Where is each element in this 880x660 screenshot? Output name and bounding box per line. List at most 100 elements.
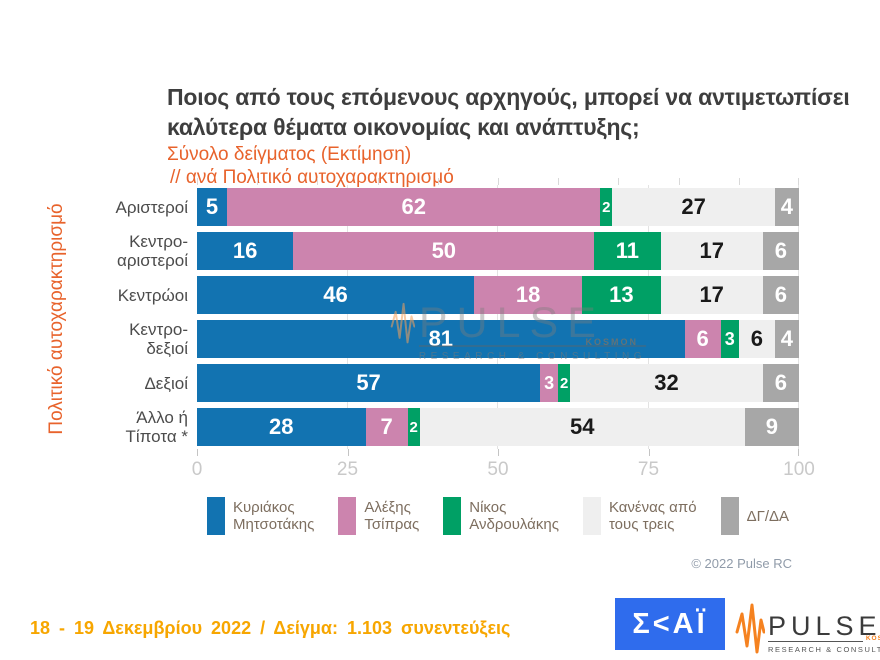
pulse-logo-text-block: PULSE KOSMON RESEARCH & CONSULTING — [768, 612, 880, 654]
bar-segment-value: 17 — [699, 238, 724, 263]
gridline — [346, 185, 348, 449]
bar-segment: 6 — [762, 276, 799, 314]
bar-segment-value: 50 — [431, 238, 457, 263]
stacked-bar-plot: 0 25 50 75 100 5 62 2 27 4 16 50 11 17 6 46 18 13 17 6 81 6 3 6… — [192, 178, 815, 480]
x-axis-tick — [347, 449, 349, 456]
bar-segment-value: 6 — [774, 238, 788, 263]
x-axis-minor-tick — [738, 178, 740, 185]
bar-segment-value: 6 — [750, 326, 763, 351]
bar-segment-value: 4 — [780, 326, 794, 351]
bar-segment-value: 54 — [570, 414, 595, 439]
bar-segment: 46 — [197, 276, 474, 314]
bar-segment-value: 13 — [609, 282, 634, 307]
x-axis-minor-tick — [558, 178, 560, 185]
legend-swatch — [443, 497, 462, 535]
bar-row: 28 7 2 54 9 — [197, 408, 799, 446]
bar-segment: 2 — [558, 364, 571, 402]
skai-logo-text: Σ<ΑΪ — [632, 607, 708, 640]
pulse-logo: PULSE KOSMON RESEARCH & CONSULTING — [735, 596, 880, 654]
x-axis-minor-tick — [618, 178, 620, 185]
bar-segment: 57 — [197, 364, 541, 402]
x-axis-tick-label: 0 — [191, 459, 203, 480]
legend-swatch — [206, 497, 225, 535]
bar-segment-value: 7 — [380, 414, 393, 439]
bar-segment-value: 3 — [544, 372, 555, 393]
x-axis-tick-label: 50 — [487, 459, 509, 480]
pulse-logo-subtitle: RESEARCH & CONSULTING — [768, 645, 880, 654]
legend-item: ΔΓ/ΔΑ — [720, 497, 790, 535]
bar-segment: 6 — [738, 320, 775, 358]
chart-title-line: Ποιος από τους επόμενους αρχηγούς, μπορε… — [167, 84, 850, 110]
bar-segment: 9 — [744, 408, 799, 446]
legend-label: Κυριάκος Μητσοτάκης — [232, 499, 315, 533]
bar-segment: 7 — [365, 408, 408, 446]
x-axis-minor-tick — [678, 178, 680, 185]
bar-row: 16 50 11 17 6 — [197, 232, 799, 270]
bar-segment-value: 16 — [232, 238, 258, 263]
bar-row: 46 18 13 17 6 — [197, 276, 799, 314]
legend-label: Νίκος Ανδρουλάκης — [469, 499, 559, 533]
bar-segment: 32 — [570, 364, 763, 402]
legend-item: Κανένας από τους τρεις — [582, 497, 697, 535]
bar-segment: 28 — [197, 408, 366, 446]
bar-segment: 16 — [197, 232, 294, 270]
x-axis-tick — [498, 449, 499, 456]
category-label: Κεντρο-δεξιοί — [129, 320, 188, 358]
bar-segment: 6 — [762, 232, 799, 270]
bar-segment-value: 46 — [323, 282, 348, 307]
fieldwork-sample-note: 18 - 19 Δεκεμβρίου 2022 / Δείγμα: 1.103 … — [30, 618, 511, 638]
pulse-waveform-icon — [735, 603, 765, 654]
x-axis-tick-label: 25 — [336, 459, 359, 480]
x-axis-minor-tick — [437, 178, 439, 185]
bar-segment: 6 — [684, 320, 721, 358]
bar-segment-value: 4 — [780, 194, 794, 219]
bar-segment-value: 6 — [774, 282, 788, 307]
legend-item: Κυριάκος Μητσοτάκης — [206, 497, 315, 535]
bar-segment-value: 9 — [765, 414, 778, 439]
bar-segment: 11 — [594, 232, 661, 270]
x-axis-tick — [648, 449, 650, 456]
bar-segment-value: 5 — [205, 194, 219, 219]
bar-segment: 50 — [293, 232, 595, 270]
bar-segment-value: 2 — [602, 198, 611, 216]
bar-segment: 5 — [197, 188, 228, 226]
legend-label: Κανένας από τους τρεις — [608, 499, 697, 533]
bar-segment-value: 32 — [654, 370, 679, 395]
bar-segment-value: 18 — [515, 282, 541, 307]
bar-segment: 17 — [660, 232, 763, 270]
category-label: Κεντρώοι — [117, 285, 188, 305]
category-label: Δεξιοί — [144, 373, 188, 393]
bar-segment-value: 11 — [615, 238, 640, 263]
x-axis-tick — [197, 449, 198, 456]
bar-segment-value: 6 — [774, 370, 787, 395]
pulse-logo-kosmon: KOSMON — [862, 635, 880, 642]
bar-row: 57 3 2 32 6 — [197, 364, 799, 402]
x-axis-minor-tick — [498, 178, 499, 185]
legend-item: Αλέξης Τσίπρας — [338, 497, 419, 535]
x-axis-tick-label: 100 — [783, 459, 815, 480]
bar-segment-value: 62 — [401, 194, 426, 219]
bar-segment: 3 — [540, 364, 559, 402]
bar-segment: 3 — [720, 320, 739, 358]
gridline — [497, 185, 498, 449]
legend-swatch — [582, 497, 601, 535]
bar-segment-value: 28 — [269, 414, 294, 439]
bar-segment: 54 — [419, 408, 745, 446]
chart-subtitle-sample: Σύνολο δείγματος (Εκτίμηση) — [167, 144, 412, 165]
legend-label: ΔΓ/ΔΑ — [746, 507, 790, 525]
bar-segment-value: 6 — [696, 326, 709, 351]
bar-segment-value: 17 — [699, 282, 724, 307]
pulse-logo-rule: KOSMON — [768, 635, 880, 642]
category-label: Αριστεροί — [115, 197, 188, 217]
bar-row: 5 62 2 27 4 — [197, 188, 799, 226]
bar-row: 81 6 3 6 4 — [197, 320, 799, 358]
x-axis-tick — [798, 449, 799, 456]
bar-segment: 62 — [227, 188, 601, 226]
pulse-logo-name: PULSE — [768, 611, 880, 641]
x-axis-tick-label: 75 — [637, 459, 660, 480]
bar-segment: 2 — [407, 408, 420, 446]
legend-swatch — [338, 497, 357, 535]
chart-title-line: καλύτερα θέματα οικονομίας και ανάπτυξης… — [167, 114, 640, 140]
bar-segment-value: 2 — [409, 418, 418, 436]
